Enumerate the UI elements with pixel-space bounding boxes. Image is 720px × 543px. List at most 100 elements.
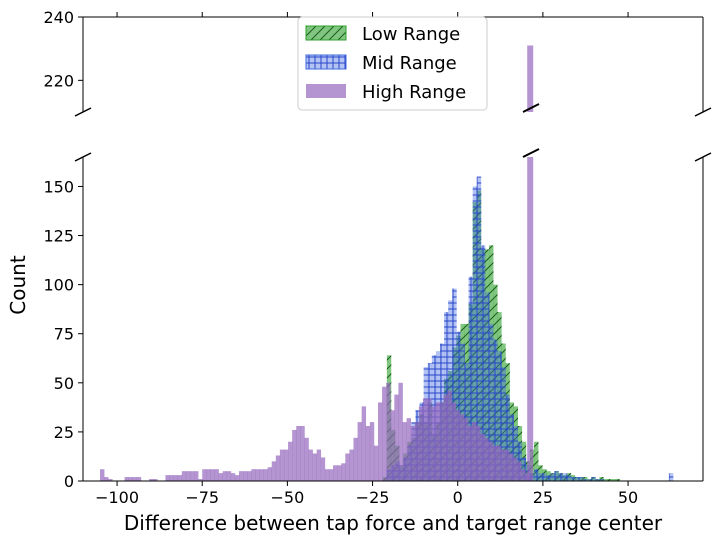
bar-high-range-61 (378, 402, 383, 481)
legend-label-low-range: Low Range (362, 24, 460, 45)
bar-hatch-low-range-57 (615, 479, 621, 481)
bar-high-range-15 (189, 471, 195, 481)
bar-hatch-mid-range-27 (497, 351, 502, 481)
y-tick-label-125: 125 (43, 227, 74, 246)
break-mark-center-top (522, 103, 540, 113)
bar-hatch-low-range-37 (534, 441, 539, 481)
x-tick-label--100: −100 (95, 488, 139, 507)
bar-high-range-7 (149, 479, 154, 481)
bar-hatch-mid-range-30 (509, 414, 514, 481)
bar-high-range-22 (218, 473, 223, 481)
bar-high-range-38 (283, 449, 289, 481)
bar-high-range-81 (459, 414, 465, 481)
bar-high-range-9 (165, 475, 170, 481)
bar-high-range-69 (410, 426, 416, 481)
bottom-panel-x-ticks: −100 −75 −50 −25 0 25 50 (95, 481, 638, 507)
bar-high-range-51 (337, 465, 342, 481)
bar-high-range-36 (275, 455, 281, 481)
y-tick-label-0: 0 (64, 472, 74, 491)
bar-hatch-mid-range-50 (591, 477, 596, 481)
bar-hatch-mid-range-44 (566, 475, 572, 481)
bar-hatch-mid-range-40 (550, 473, 555, 481)
x-tick-label-25: 25 (533, 488, 553, 507)
bottom-panel: 0 25 50 75 100 125 150 −100 −75 −50 −25 0 25 50 (43, 157, 704, 507)
bar-high-range-64 (390, 410, 395, 481)
top-panel: 220 240 (43, 8, 704, 112)
bar-high-range-88 (488, 441, 493, 481)
bar-high-range-59 (369, 422, 375, 481)
bar-hatch-mid-range-18 (460, 343, 465, 481)
bar-high-range-34 (267, 467, 273, 481)
bar-high-range-5 (132, 477, 138, 481)
bar-hatch-mid-range-43 (562, 473, 568, 481)
bar-high-range-57 (361, 406, 367, 481)
bar-high-range-41 (296, 426, 301, 481)
bar-high-range-62 (382, 386, 387, 481)
bar-high-range-3 (124, 477, 129, 481)
legend-swatch-high-range (306, 84, 346, 98)
bar-high-range-47 (320, 457, 326, 481)
bar-high-range-87 (484, 437, 489, 481)
bar-high-range-46 (316, 449, 322, 481)
bar-high-range-85 (476, 426, 481, 481)
bar-hatch-mid-range-48 (583, 479, 588, 481)
break-mark-bottom-left (74, 152, 92, 162)
bar-hatch-mid-range-28 (501, 367, 506, 481)
bar-high-range-95 (517, 461, 522, 481)
bar-hatch-mid-range-20 (468, 276, 474, 481)
bar-high-range-33 (263, 469, 268, 481)
top-panel-bars (527, 45, 534, 112)
bar-hatch-low-range-54 (603, 479, 608, 481)
bar-hatch-mid-range-52 (599, 479, 604, 481)
bar-high-range-94 (512, 457, 518, 481)
bar-hatch-mid-range-47 (579, 477, 584, 481)
top-y-tick-label-240: 240 (43, 8, 74, 27)
bar-high-range-90 (496, 445, 501, 481)
bar-hatch-mid-range-31 (513, 426, 518, 481)
bar-high-range-89 (492, 445, 497, 481)
bar-high-range-28 (243, 471, 248, 481)
break-mark-center-bottom (522, 148, 540, 158)
bar-high-range-18 (202, 469, 207, 481)
axis-break-marks (74, 103, 712, 162)
bar-high-range-14 (185, 471, 191, 481)
bar-high-range-0 (100, 469, 105, 481)
y-tick-label-150: 150 (43, 177, 74, 196)
bottom-panel-bars (100, 157, 674, 481)
y-axis-title: Count (6, 255, 30, 315)
x-tick-label--75: −75 (185, 488, 219, 507)
top-panel-x-ticks (116, 12, 629, 17)
bar-high-range-43 (304, 437, 309, 481)
bar-hatch-mid-range-23 (480, 245, 486, 481)
bar-high-range-92 (504, 449, 510, 481)
bar-high-range-11 (173, 475, 179, 481)
bar-high-range-86 (480, 433, 485, 481)
bar-high-range-29 (247, 471, 252, 481)
bar-high-range-74 (431, 406, 436, 481)
bar-high-range-52 (341, 463, 346, 481)
top-y-tick-label-220: 220 (43, 71, 74, 90)
bar-high-range-50 (333, 465, 338, 481)
bar-hatch-mid-range-22 (476, 176, 482, 481)
bar-high-range-39 (288, 441, 293, 481)
bar-high-range-55 (353, 437, 358, 481)
bar-high-range-72 (422, 398, 428, 481)
bar-high-range-45 (312, 453, 317, 481)
bar-high-range-24 (226, 471, 232, 481)
bar-high-range-96 (521, 469, 526, 481)
bar-high-range-26 (234, 475, 240, 481)
bar-high-range-84 (472, 422, 477, 481)
bar-high-range-76 (439, 402, 444, 481)
bar-high-range-80 (455, 410, 461, 481)
bar-high-range-6 (136, 477, 142, 481)
bar-high-range-98 (527, 157, 534, 481)
legend-swatch-mid-range-hatch (305, 54, 347, 70)
bar-high-range-40 (292, 429, 297, 481)
bar-hatch-low-range-55 (607, 479, 613, 481)
x-tick-label-0: 0 (453, 488, 463, 507)
x-tick-label--50: −50 (271, 488, 305, 507)
bar-hatch-mid-range-24 (484, 292, 490, 481)
bar-high-range-8 (153, 479, 158, 481)
bar-hatch-mid-range-38 (542, 473, 547, 481)
